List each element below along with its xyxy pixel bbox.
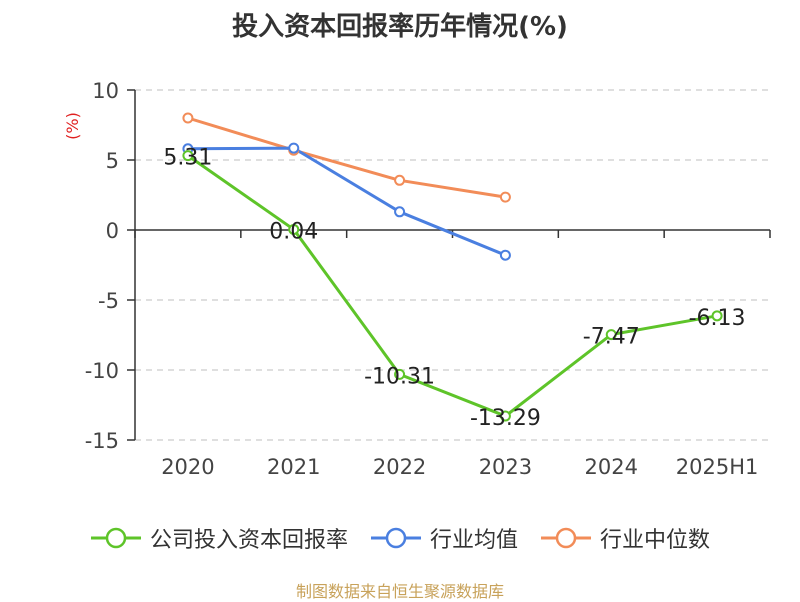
legend-label: 行业均值	[429, 528, 518, 553]
data-point	[182, 112, 194, 124]
source-note: 制图数据来自恒生聚源数据库	[295, 582, 504, 601]
x-axis: 2020 2021 2022 2023 2024 2025H1	[134, 229, 771, 479]
legend-item[interactable]: 行业中位数	[540, 522, 710, 554]
x-tick-label: 2021	[267, 455, 320, 479]
y-tick-label: -15	[85, 429, 119, 453]
legend-marker	[90, 527, 141, 549]
data-label: -6.13	[689, 306, 746, 331]
x-tick-label: 2025H1	[676, 455, 759, 479]
grid-lines	[135, 89, 770, 441]
series-points	[182, 112, 723, 422]
legend-marker	[541, 527, 591, 549]
y-tick-label: 5	[106, 149, 119, 173]
legend-item[interactable]: 公司投入资本回报率	[90, 522, 348, 554]
y-tick-label: -10	[85, 359, 119, 383]
y-tick-label: 10	[92, 79, 119, 103]
data-label: 5.31	[163, 146, 212, 171]
series-line-1	[187, 146, 506, 257]
data-point	[182, 150, 194, 162]
data-point	[394, 206, 406, 218]
chart-title: 投入资本回报率历年情况(%)	[232, 12, 568, 42]
y-tick-label: -5	[98, 289, 119, 313]
data-point	[499, 410, 511, 422]
legend-item[interactable]: 行业均值	[370, 522, 518, 554]
data-label: 0.04	[269, 219, 318, 244]
data-point	[605, 329, 617, 341]
legend-marker	[370, 527, 421, 549]
data-label: -13.29	[470, 406, 541, 431]
data-point	[288, 223, 300, 235]
x-tick-label: 2020	[161, 455, 214, 479]
y-axis: 10 5 0 -5 -10 -15	[85, 79, 136, 453]
data-label: -7.47	[583, 325, 640, 350]
legend-label: 公司投入资本回报率	[149, 528, 348, 553]
x-tick-label: 2023	[479, 455, 532, 479]
series-lines	[187, 116, 718, 418]
data-point	[394, 174, 406, 186]
data-point	[394, 368, 406, 380]
y-axis-label: (%)	[63, 112, 82, 140]
data-label: -10.31	[364, 364, 435, 389]
legend-label: 行业中位数	[600, 528, 711, 553]
x-tick-label: 2022	[373, 455, 426, 479]
y-tick-label: 0	[106, 219, 119, 243]
series-line-2	[187, 116, 506, 199]
data-point	[711, 310, 723, 322]
legend: 公司投入资本回报率 行业均值 行业中位数	[0, 520, 800, 556]
data-labels: 5.31 0.04 -10.31 -13.29 -7.47 -6.13	[163, 146, 745, 431]
series-line-0	[187, 154, 718, 418]
data-point	[288, 142, 300, 154]
data-point	[499, 191, 511, 203]
data-point	[499, 249, 511, 261]
x-tick-label: 2024	[585, 455, 638, 479]
